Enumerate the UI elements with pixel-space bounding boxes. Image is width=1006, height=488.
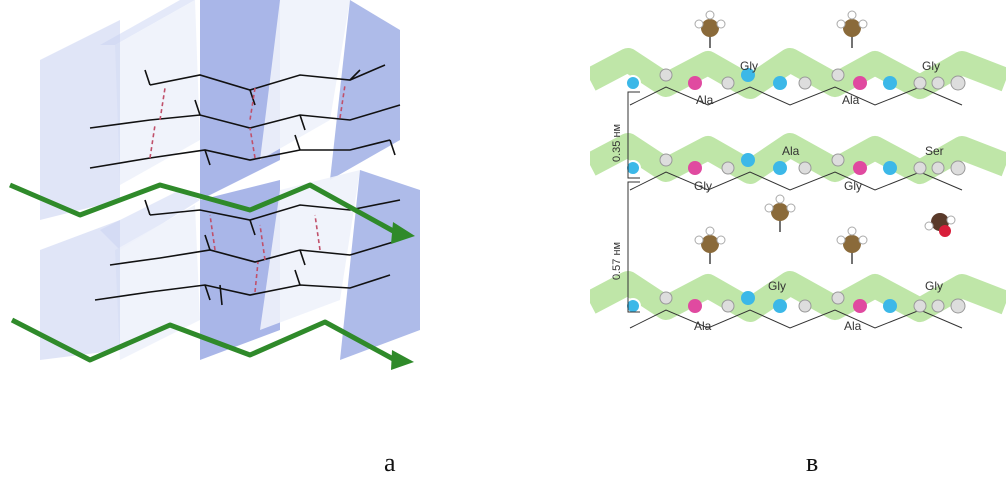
arrowhead-icon: [391, 350, 414, 370]
ribbon-arrow-lower: [10, 317, 414, 370]
residue-label: Gly: [768, 279, 786, 293]
backbone-lines-lower: [94, 199, 401, 306]
hydroxyl-group-icon: [924, 213, 956, 237]
residue-label: Gly: [694, 179, 712, 193]
residue-label: Ala: [782, 144, 800, 158]
spacing-label-0-35: 0.35 нм: [611, 124, 623, 162]
methyl-group-icon: [694, 10, 726, 49]
residue-label: Gly: [844, 179, 862, 193]
residue-label: Gly: [925, 279, 943, 293]
fibroin-strands-diagram: Gly Gly Ala Ala Ala Ser Gly Gly Gly Gly …: [590, 10, 1006, 380]
residue-label: Ala: [844, 319, 862, 333]
spacing-bracket-1: [627, 91, 640, 179]
pleated-sheet-diagram: [9, 0, 420, 370]
residue-label: Ala: [696, 93, 714, 107]
panel-label-a: а: [384, 448, 396, 477]
spacing-bracket-2: [627, 181, 640, 313]
strand-3: Gly Gly Ala Ala: [590, 226, 1006, 333]
ribbon-arrow-upper: [9, 182, 415, 244]
methyl-group-icon: [764, 194, 796, 233]
methyl-group-icon: [836, 10, 868, 49]
strand-2: Ala Ser Gly Gly: [590, 144, 1006, 237]
spacing-label-0-57: 0.57 нм: [611, 242, 623, 280]
residue-label: Gly: [740, 59, 758, 73]
residue-label: Ala: [694, 319, 712, 333]
strand-1: Gly Gly Ala Ala: [590, 10, 1006, 107]
hydrogen-bonds: [149, 84, 346, 293]
residue-label: Ser: [925, 144, 944, 158]
residue-label: Ala: [842, 93, 860, 107]
panel-label-b: в: [806, 448, 819, 477]
arrowhead-icon: [391, 222, 415, 244]
methyl-group-icon: [836, 226, 868, 265]
methyl-group-icon: [694, 226, 726, 265]
residue-label: Gly: [922, 59, 940, 73]
